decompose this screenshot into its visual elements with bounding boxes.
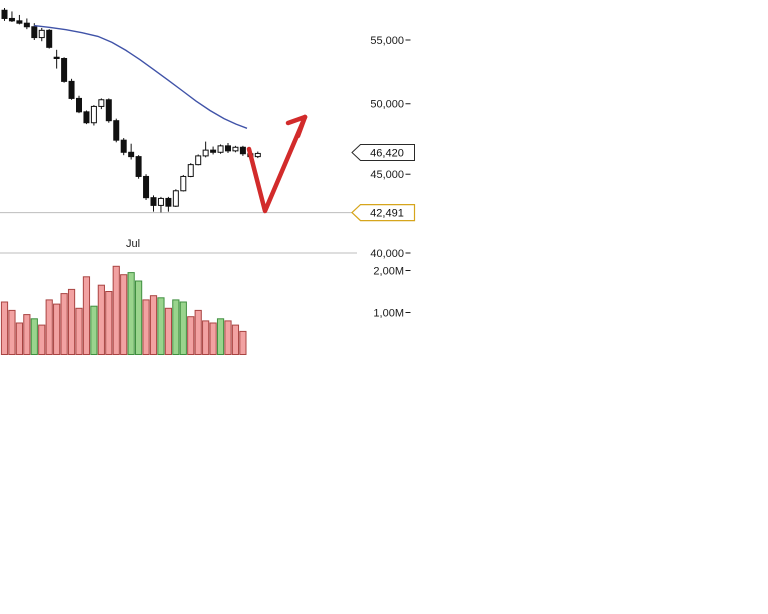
candle-body	[217, 145, 224, 153]
candle-body	[187, 164, 194, 177]
level-price-tag[interactable]: 42,491	[351, 204, 416, 222]
volume-bar	[142, 299, 150, 355]
volume-bar	[53, 303, 61, 356]
candle-body	[210, 149, 217, 153]
volume-bar	[172, 299, 180, 355]
volume-bar	[38, 324, 46, 356]
candle-body	[172, 190, 179, 207]
candle-body	[180, 175, 187, 192]
time-tick-label: Jul	[126, 238, 140, 250]
volume-bar	[97, 284, 105, 356]
volume-bar	[231, 324, 240, 356]
candle-body	[128, 151, 135, 158]
volume-bar	[164, 307, 173, 355]
candle-body	[225, 145, 231, 152]
last-price-tag-value: 46,420	[370, 148, 404, 160]
volume-bar	[82, 276, 91, 355]
volume-bar	[209, 322, 217, 355]
volume-bar	[179, 301, 187, 355]
volume-bar	[149, 295, 158, 356]
arrow-shaft	[246, 114, 308, 214]
price-tick-label: 50,000	[370, 99, 404, 111]
candle-body	[31, 26, 38, 39]
volume-bar	[120, 274, 128, 356]
volume-bar	[194, 309, 202, 355]
price-tick-label: 45,000	[370, 169, 404, 181]
volume-bar	[0, 301, 9, 355]
candle-body	[165, 197, 172, 207]
candle-body	[195, 155, 202, 166]
moving-average-layer	[33, 24, 248, 129]
arrow-head-barb	[285, 114, 308, 126]
candle-body	[105, 99, 112, 122]
arrow-head-barb	[295, 114, 308, 139]
volume-bar	[15, 322, 23, 355]
candles-layer	[1, 7, 261, 213]
volume-bar	[224, 320, 232, 355]
candle-body	[239, 146, 246, 155]
volume-bar	[60, 293, 68, 356]
volume-bar	[135, 280, 143, 355]
candle-body	[61, 57, 68, 82]
volume-bar	[216, 318, 225, 355]
candle-body	[23, 22, 30, 28]
volume-bar	[23, 314, 31, 356]
candle-body	[16, 20, 23, 24]
drawn-arrow-annotation[interactable]	[246, 114, 308, 214]
candle-body	[254, 152, 261, 158]
candle-body	[53, 56, 60, 59]
volume-tick-label: 2,00M	[373, 266, 404, 278]
candle-body	[113, 120, 120, 141]
candle-body	[1, 9, 8, 19]
moving-average-line	[33, 24, 248, 129]
candle-body	[202, 149, 209, 157]
price-tick-label: 40,000	[370, 248, 404, 260]
candle-body	[98, 99, 105, 107]
volume-bar	[202, 320, 210, 355]
candle-body	[135, 156, 142, 177]
candle-body	[157, 197, 164, 206]
price-tick-label: 55,000	[370, 35, 404, 47]
candle-body	[68, 80, 75, 99]
candle-body	[150, 197, 157, 206]
candle-body	[76, 97, 82, 113]
volume-bar	[112, 265, 120, 355]
candle-body	[90, 105, 97, 124]
candle-body	[83, 111, 90, 124]
level-price-tag-shape	[351, 204, 416, 222]
level-price-tag-value: 42,491	[370, 208, 404, 220]
volume-bar	[30, 318, 38, 355]
axis-labels-layer: 55,000 50,000 45,000 40,000 2,00M 1,00M Jul	[126, 35, 411, 320]
volume-bar	[75, 307, 83, 355]
candle-body	[38, 29, 45, 39]
volume-bar	[239, 330, 247, 355]
volume-bar	[187, 316, 195, 356]
volume-bar	[157, 297, 165, 355]
candle-body	[232, 146, 239, 152]
last-price-tag-shape	[351, 144, 415, 161]
volume-bar	[105, 291, 113, 355]
last-price-tag[interactable]: 46,420	[351, 144, 415, 161]
volume-bar	[45, 299, 53, 355]
volume-bar	[8, 309, 16, 355]
volume-bars-layer	[0, 265, 247, 356]
volume-bar	[90, 305, 98, 356]
candle-body	[120, 139, 127, 153]
volume-bar	[67, 288, 76, 355]
candle-body	[143, 175, 150, 199]
gridlines-layer	[0, 212, 357, 254]
candle-body	[8, 17, 15, 22]
candle-body	[46, 29, 53, 48]
volume-bar	[127, 272, 135, 356]
volume-tick-label: 1,00M	[373, 308, 404, 320]
